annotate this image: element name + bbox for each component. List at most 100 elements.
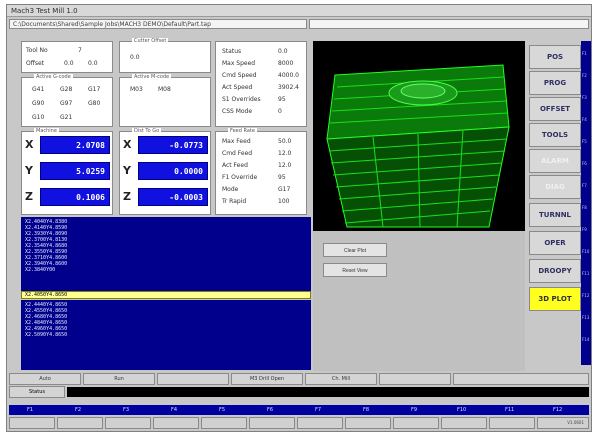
side-key-label[interactable]: F1 [582,51,587,56]
machine-z-dro[interactable]: 0.1006 [40,188,110,206]
clear-plot-button[interactable]: Clear Plot [323,243,387,257]
gcode-line: X2.4680Y4.8650 [25,314,68,320]
softkey[interactable] [489,417,535,429]
gcode-cell: G28 [60,86,73,93]
fkey-label[interactable]: F12 [553,407,563,413]
softkey[interactable] [441,417,487,429]
softkey[interactable] [153,417,199,429]
turnnl-button[interactable]: TURNNL [529,203,581,227]
diag-button[interactable]: DIAG [529,175,581,199]
tools-button[interactable]: TOOLS [529,123,581,147]
gcode-listing-lower[interactable]: X2.4440Y4.8650 X2.4550Y4.8650 X2.4680Y4.… [21,300,311,370]
version-label: V1.0601 [567,420,584,425]
offset-button[interactable]: OFFSET [529,97,581,121]
fkey-label[interactable]: F2 [75,407,82,413]
fkey-label[interactable]: F6 [267,407,274,413]
side-key-label[interactable]: F6 [582,161,587,166]
gcode-line: X2.4140Y4.8590 [25,225,68,231]
cutter-offset-caption: Cutter Offset [132,38,169,44]
gcode-line: X2.4840Y4.8650 [25,320,68,326]
run-cell[interactable]: Run [83,373,155,385]
side-key-label[interactable]: F2 [582,73,587,78]
status-cell [157,373,229,385]
side-key-label[interactable]: F9 [582,227,587,232]
gcode-listing-upper[interactable]: X2.4040Y4.8380 X2.4140Y4.8590 X2.3930Y4.… [21,217,311,291]
gcode-line: X2.3700Y4.8130 [25,237,68,243]
side-key-label[interactable]: F11 [582,271,590,276]
dtg-x-dro[interactable]: -0.0773 [138,136,208,154]
fkey-label[interactable]: F4 [171,407,178,413]
axis-label-z: Z [25,190,33,203]
softkey[interactable] [393,417,439,429]
fkey-label[interactable]: F10 [457,407,467,413]
side-key-label[interactable]: F13 [582,315,590,320]
file-path: C:\Documents\Shared\Sample Jobs\MACH3 DE… [9,19,307,29]
mode-cell[interactable]: Auto [9,373,81,385]
gcode-line: X2.5090Y4.8650 [25,332,68,338]
softkey[interactable] [105,417,151,429]
status-value: 3902.4 [278,84,299,91]
side-key-label[interactable]: F4 [582,117,587,122]
prog-button[interactable]: PROG [529,71,581,95]
machine-y-dro[interactable]: 5.0259 [40,162,110,180]
side-key-label[interactable]: F8 [582,205,587,210]
gcode-cell: G80 [88,100,101,107]
feeds-caption: Feed Rate [228,128,257,134]
axis-label-y: Y [25,164,33,177]
feeds-box: Feed Rate Max Feed 50.0 Cmd Feed 12.0 Ac… [215,128,307,215]
side-key-label[interactable]: F10 [582,249,590,254]
tool-number: 7 [78,47,82,54]
softkey[interactable] [249,417,295,429]
gcode-cell: G90 [32,100,45,107]
fkey-label[interactable]: F7 [315,407,322,413]
dtg-y-dro[interactable]: 0.0000 [138,162,208,180]
fkey-label[interactable]: F5 [219,407,226,413]
softkey[interactable] [297,417,343,429]
machine-x-dro[interactable]: 2.0708 [40,136,110,154]
coords-left-caption: Machine [34,128,59,134]
dtg-z-dro[interactable]: -0.0003 [138,188,208,206]
feed-label: Tr Rapid [222,198,247,205]
fkey-label[interactable]: F1 [27,407,34,413]
feed-value: 100 [278,198,290,205]
fkey-label[interactable]: F3 [123,407,130,413]
gcode-line: X2.4960Y4.8650 [25,326,68,332]
mcode-cell: M08 [158,86,171,93]
fkey-label[interactable]: F11 [505,407,515,413]
softkey[interactable]: V1.0601 [537,417,589,429]
side-key-label[interactable]: F3 [582,95,587,100]
toolpath-3d-view[interactable] [313,41,525,231]
gcode-cell: G10 [32,114,45,121]
reset-view-button[interactable]: Reset View [323,263,387,277]
softkey[interactable] [201,417,247,429]
cutter-offset-value: 0.0 [130,54,140,61]
feed-label: Act Feed [222,162,248,169]
softkey-row: V1.0601 [9,417,589,429]
side-key-label[interactable]: F7 [582,183,587,188]
toolpath-wireframe [326,64,510,228]
softkey[interactable] [57,417,103,429]
softkey[interactable] [345,417,391,429]
gcode-line: X2.3710Y4.8600 [25,255,68,261]
softkey[interactable] [9,417,55,429]
status-value: 95 [278,96,286,103]
feed-label: Cmd Feed [222,150,253,157]
gcode-line: X2.4550Y4.8650 [25,308,68,314]
feed-label: Mode [222,186,239,193]
fkey-label[interactable]: F9 [411,407,418,413]
pos-button[interactable]: POS [529,45,581,69]
alarm-button[interactable]: ALARM [529,149,581,173]
side-key-strip: F1 F2 F3 F4 F5 F6 F7 F8 F9 F10 F11 F12 F… [581,41,591,365]
oper-button[interactable]: OPER [529,231,581,255]
program-cell: M3 Drill Open [231,373,303,385]
gcode-line: X2.3550Y4.8590 [25,249,68,255]
axis-label-x: X [25,138,34,151]
side-key-label[interactable]: F12 [582,293,590,298]
3d-plot-button[interactable]: 3D PLOT [529,287,581,311]
fkey-label[interactable]: F8 [363,407,370,413]
side-key-label[interactable]: F14 [582,337,590,342]
feed-value: 50.0 [278,138,292,145]
droopy-button[interactable]: DROOPY [529,259,581,283]
axis-label-z: Z [123,190,131,203]
side-key-label[interactable]: F5 [582,139,587,144]
